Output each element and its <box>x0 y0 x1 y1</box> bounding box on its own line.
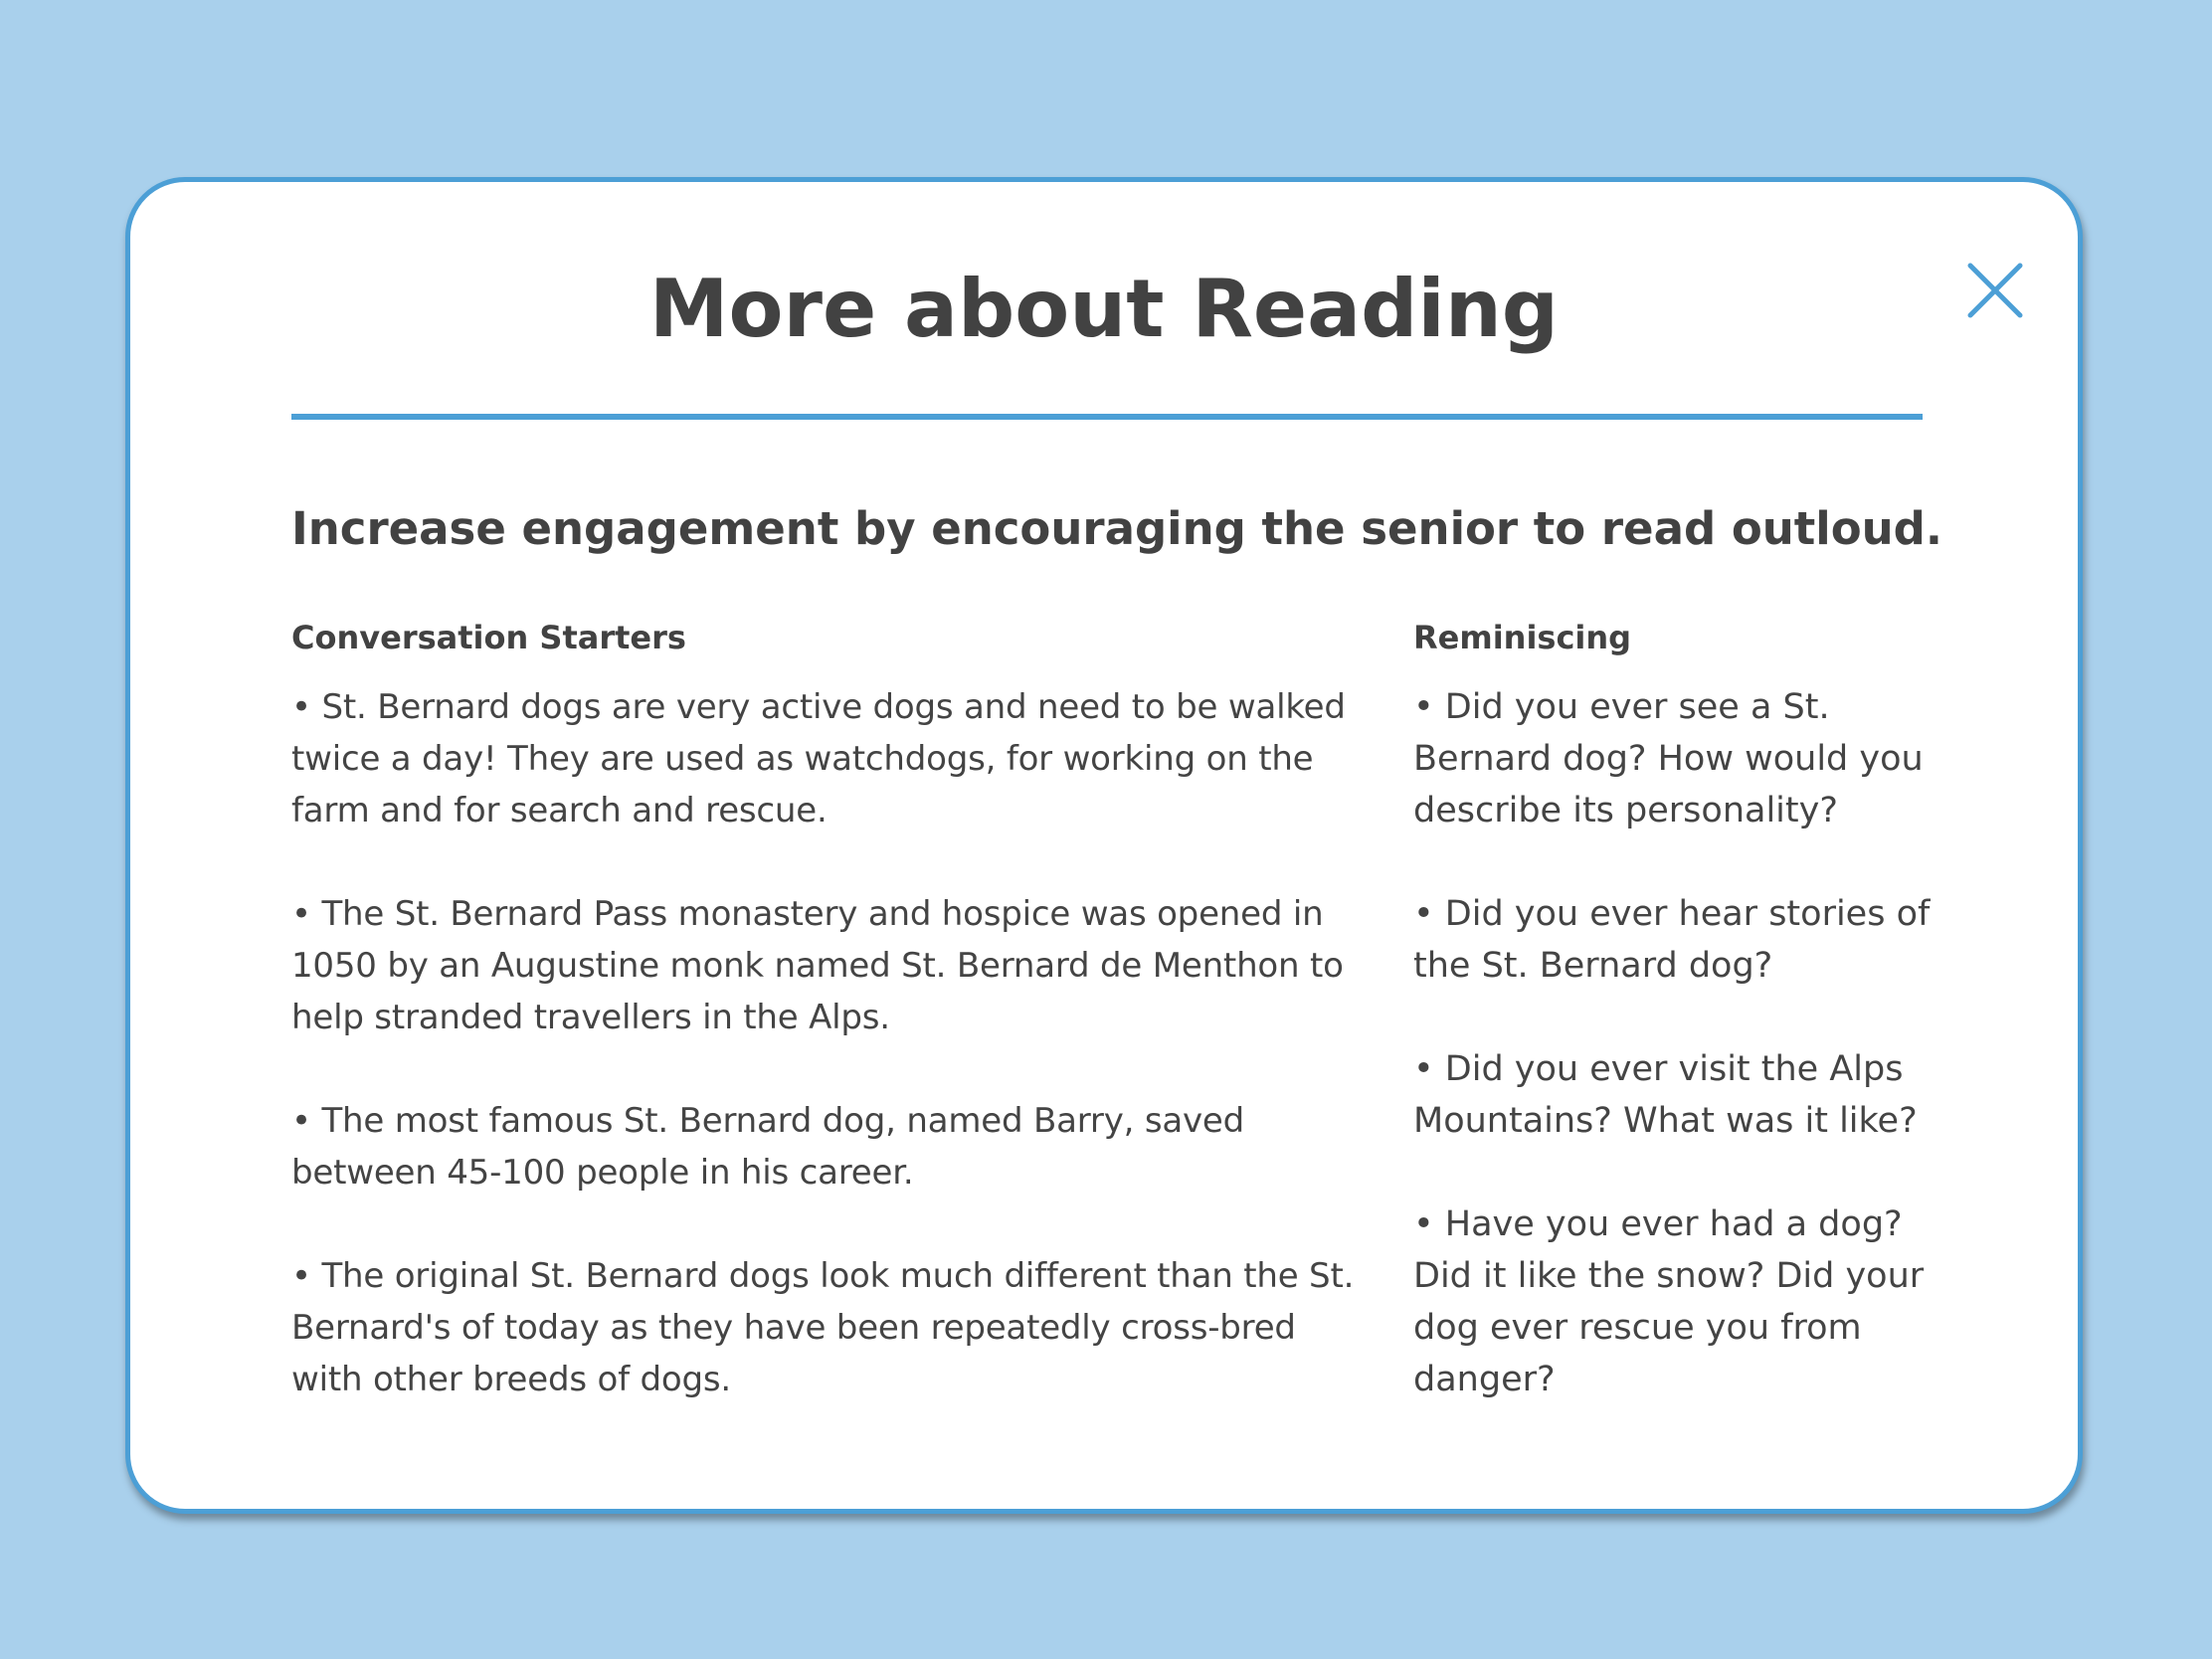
conversation-starter-item: • The most famous St. Bernard dog, named… <box>291 1100 1245 1193</box>
reminiscing-item: • Did you ever hear stories of the St. B… <box>1413 893 1931 986</box>
conversation-starter-item: • The original St. Bernard dogs look muc… <box>291 1255 1355 1399</box>
reminiscing-item: • Did you ever see a St. Bernard dog? Ho… <box>1413 686 1924 830</box>
reminiscing-item: • Did you ever visit the Alps Mountains?… <box>1413 1048 1918 1141</box>
title-divider <box>291 414 1923 420</box>
close-icon <box>1967 263 2023 318</box>
reminiscing-heading: Reminiscing <box>1413 619 1632 656</box>
more-about-reading-dialog: More about Reading Increase engagement b… <box>125 177 2083 1514</box>
dialog-subtitle: Increase engagement by encouraging the s… <box>291 502 1942 555</box>
dialog-title: More about Reading <box>648 263 1560 355</box>
conversation-starter-item: • The St. Bernard Pass monastery and hos… <box>291 893 1344 1037</box>
reminiscing-item: • Have you ever had a dog? Did it like t… <box>1413 1203 1925 1399</box>
conversation-starters-heading: Conversation Starters <box>291 619 686 656</box>
close-button[interactable] <box>1958 254 2032 327</box>
conversation-starter-item: • St. Bernard dogs are very active dogs … <box>291 686 1346 830</box>
conversation-starters-section: Conversation Starters • St. Bernard dogs… <box>291 618 1356 1457</box>
reminiscing-section: Reminiscing • Did you ever see a St. Ber… <box>1413 618 1950 1457</box>
